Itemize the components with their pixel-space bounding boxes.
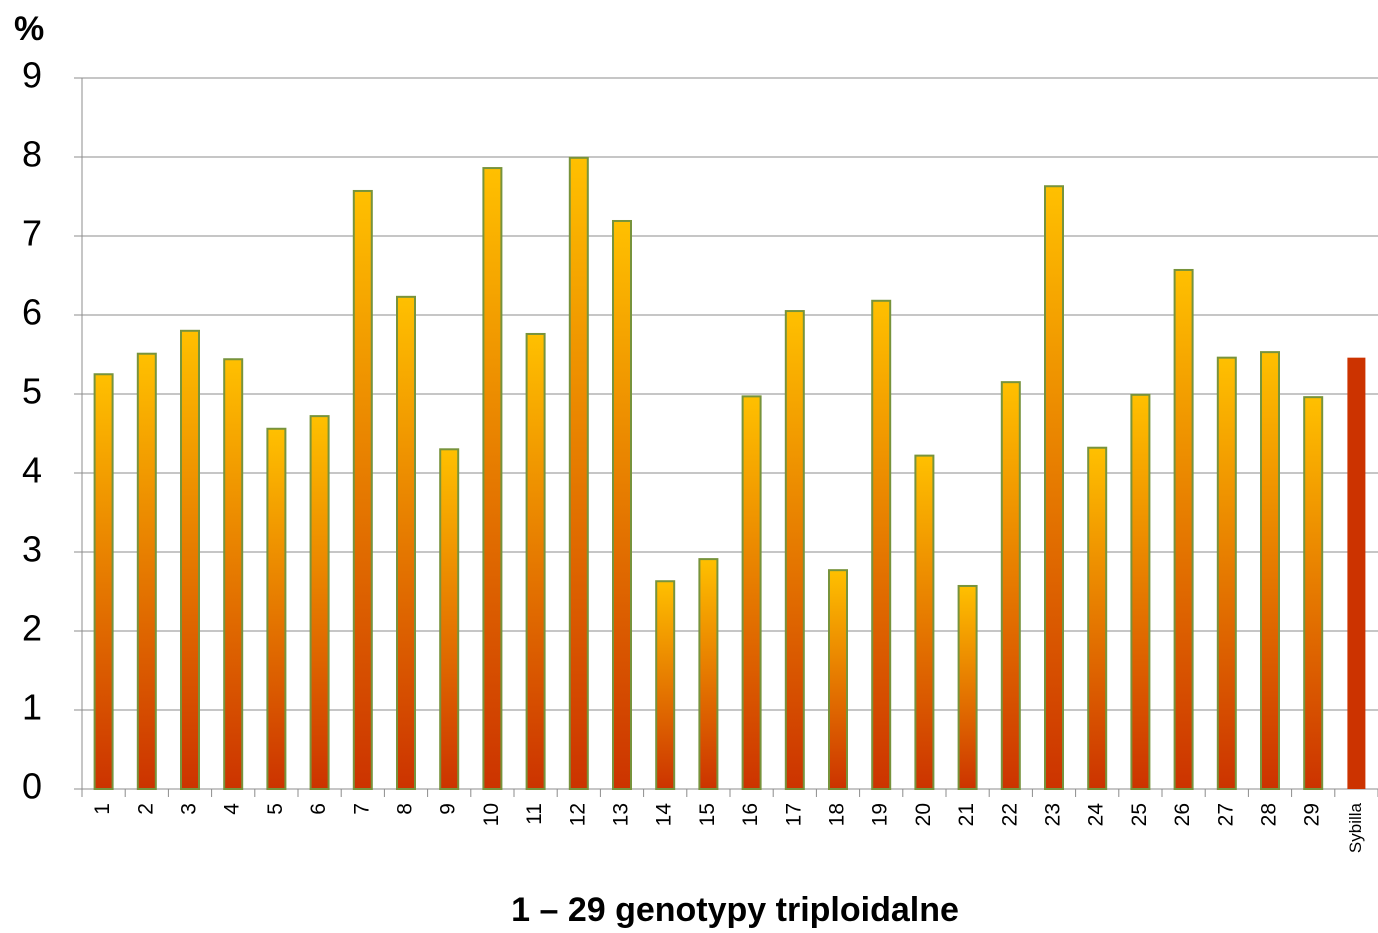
x-tick-label: 3 — [178, 803, 201, 815]
y-tick-label: 2 — [22, 608, 42, 649]
bar — [871, 299, 892, 790]
y-unit: % — [14, 10, 44, 48]
x-tick-label: 17 — [782, 803, 805, 826]
bar — [93, 373, 114, 790]
bar — [180, 329, 200, 790]
bar — [309, 415, 330, 790]
x-tick-label: 12 — [566, 803, 589, 826]
bar — [223, 358, 244, 790]
bar — [612, 219, 632, 791]
x-tick-label: 23 — [1042, 803, 1065, 826]
x-tick-label: 26 — [1171, 803, 1194, 826]
x-tick-label: 5 — [264, 803, 287, 815]
x-tick-label: 24 — [1085, 803, 1108, 827]
y-tick-label: 8 — [22, 134, 42, 175]
x-tick-label: 28 — [1258, 803, 1281, 826]
bar — [1130, 393, 1151, 790]
x-tick-label: Sybilla — [1346, 802, 1365, 853]
bar — [1000, 381, 1021, 790]
x-tick-label: 13 — [610, 803, 633, 826]
x-tick-label: 27 — [1214, 803, 1237, 826]
x-tick-label: 18 — [826, 803, 849, 826]
y-tick-label: 3 — [22, 529, 42, 570]
bar — [1347, 357, 1366, 789]
x-tick-label: 11 — [523, 803, 546, 825]
bar — [352, 189, 373, 791]
x-tick-label: 15 — [696, 803, 719, 826]
x-tick-label: 6 — [307, 803, 330, 815]
bar — [1303, 396, 1324, 790]
x-tick-label: 22 — [998, 803, 1021, 826]
y-tick-label: 6 — [22, 292, 42, 333]
x-tick-label: 1 — [91, 803, 114, 815]
x-tick-label: 29 — [1301, 803, 1324, 826]
bar — [1087, 446, 1108, 790]
y-tick-label: 7 — [22, 213, 42, 254]
bar — [396, 295, 416, 790]
bar — [1044, 185, 1064, 791]
bar — [482, 167, 503, 790]
x-tick-label: 16 — [739, 803, 762, 826]
bar — [784, 310, 805, 790]
y-tick-label: 5 — [22, 371, 42, 412]
x-tick-label: 8 — [394, 803, 417, 815]
bar — [741, 395, 762, 790]
y-tick-label: 4 — [22, 450, 42, 491]
bar — [957, 584, 978, 790]
x-tick-label: 21 — [955, 803, 978, 826]
x-tick-label: 19 — [869, 803, 892, 826]
bar — [828, 569, 848, 790]
y-tick-label: 0 — [22, 766, 42, 807]
bar — [568, 156, 589, 791]
x-tick-label: 4 — [221, 803, 244, 815]
x-tick-label: 20 — [912, 803, 935, 826]
bar — [655, 580, 676, 790]
bar — [439, 448, 460, 790]
y-tick-label: 9 — [22, 55, 42, 96]
x-axis-label: 1 – 29 genotypy triploidalne — [511, 891, 959, 929]
bar — [1260, 351, 1280, 790]
bar — [914, 454, 935, 790]
bar — [698, 558, 719, 790]
x-tick-label: 25 — [1128, 803, 1151, 826]
x-tick-label: 14 — [653, 803, 676, 827]
bar — [136, 352, 157, 790]
bar — [525, 332, 546, 790]
x-tick-label: 7 — [350, 803, 373, 815]
bar — [1173, 268, 1194, 791]
x-tick-label: 10 — [480, 803, 503, 826]
x-tick-label: 2 — [134, 803, 157, 815]
bar — [1216, 356, 1237, 790]
y-tick-label: 1 — [22, 687, 42, 728]
bar — [266, 427, 287, 790]
x-tick-label: 9 — [437, 803, 460, 815]
